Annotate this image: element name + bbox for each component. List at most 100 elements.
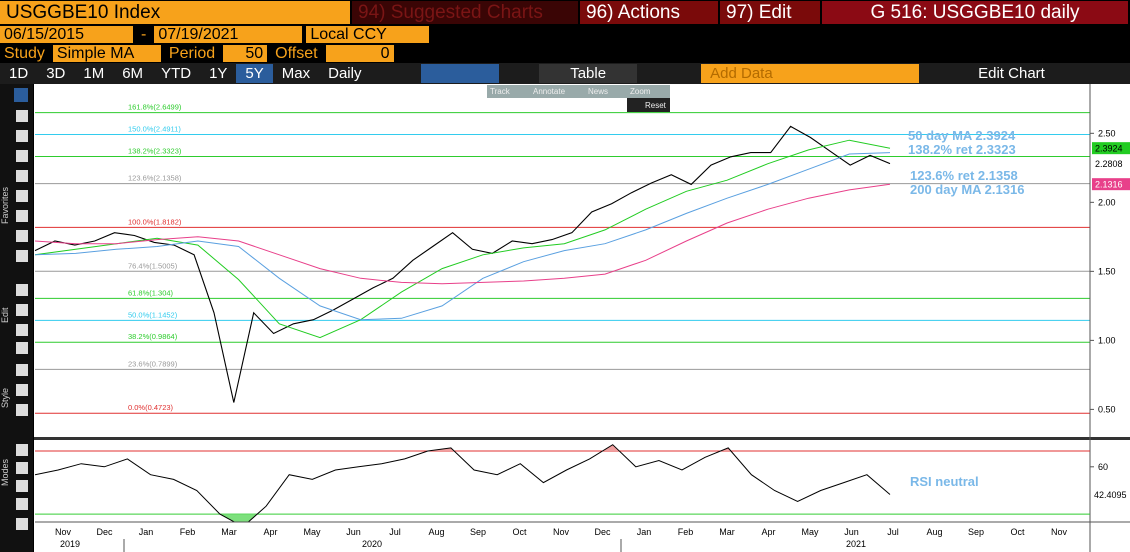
y-tick-label: 60 — [1098, 462, 1108, 472]
year-label: 2021 — [846, 539, 866, 549]
fib-label: 38.2%(0.9864) — [128, 332, 178, 341]
period-button[interactable]: YTD — [161, 65, 192, 82]
value-tag-label: 42.4095 — [1094, 490, 1127, 500]
annotation: 138.2% ret 2.3323 — [908, 142, 1016, 157]
panel-divider — [34, 437, 1130, 440]
series-line — [34, 125, 891, 403]
range-separator: - — [141, 26, 147, 43]
fib-label: 150.0%(2.4911) — [128, 125, 181, 134]
table-button[interactable]: Table — [539, 64, 638, 83]
fib-label: 161.8%(2.6499) — [128, 103, 182, 112]
x-tick-label: Jun — [346, 527, 361, 537]
period-button[interactable]: 6M — [122, 65, 144, 82]
tool-icons — [14, 88, 28, 530]
fib-label: 0.0%(0.4723) — [128, 403, 174, 412]
x-tick-label: Jan — [139, 527, 154, 537]
y-tick-label: 2.50 — [1098, 128, 1116, 138]
y-tick-label: 2.00 — [1098, 197, 1116, 207]
x-tick-label: Dec — [96, 527, 113, 537]
menu-item[interactable]: News — [588, 87, 608, 96]
rsi-zone — [219, 514, 258, 523]
annotation: 123.6% ret 2.1358 — [910, 168, 1018, 183]
menu-item[interactable]: Reset — [645, 101, 667, 110]
series-line — [34, 139, 891, 339]
y-tick-label: 0.50 — [1098, 404, 1116, 414]
rsi-annotation: RSI neutral — [910, 474, 979, 489]
frequency[interactable]: Daily — [328, 65, 362, 82]
x-tick-label: Apr — [761, 527, 775, 537]
add-data[interactable]: Add Data — [701, 64, 920, 83]
fib-label: 76.4%(1.5005) — [128, 261, 178, 270]
x-tick-label: May — [303, 527, 321, 537]
x-tick-label: Aug — [428, 527, 444, 537]
suggested-charts[interactable]: 94) Suggested Charts — [352, 1, 578, 24]
value-tag — [1092, 488, 1130, 501]
value-tag — [1092, 142, 1130, 155]
offset-label: Offset — [275, 45, 318, 62]
x-tick-label: Feb — [180, 527, 196, 537]
period-bar: 1D 3D 1M 6M YTD 1Y 5Y Max Daily Table Add Data Edit… — [0, 63, 1130, 84]
fib-label: 138.2%(2.3323) — [128, 146, 182, 155]
period-button[interactable]: 1D — [9, 65, 29, 82]
year-label: 2020 — [362, 539, 382, 549]
x-tick-label: Nov — [55, 527, 72, 537]
x-tick-label: Feb — [678, 527, 694, 537]
side-label: Edit — [0, 307, 10, 323]
fib-label: 50.0%(1.1452) — [128, 310, 178, 319]
chart: Track Annotate News Zoom Reset 161.8%(2.6499)… — [0, 84, 1130, 552]
value-tag — [1092, 178, 1130, 191]
x-tick-label: Oct — [512, 527, 527, 537]
side-label: Style — [0, 388, 10, 409]
y-tick-label: 1.00 — [1098, 335, 1116, 345]
study-name[interactable]: Simple MA — [52, 45, 161, 62]
value-tag-label: 2.2808 — [1095, 159, 1123, 169]
x-tick-label: Apr — [263, 527, 277, 537]
range-bar: 06/15/2015 - 07/19/2021 Local CCY — [0, 25, 1130, 44]
menu-item[interactable]: Annotate — [533, 87, 566, 96]
rsi-line — [35, 444, 891, 522]
fib-label: 61.8%(1.304) — [128, 288, 174, 297]
year-label: 2019 — [60, 539, 80, 549]
edit-menu[interactable]: 97) Edit — [720, 1, 820, 24]
offset[interactable]: 0 — [325, 45, 394, 62]
x-tick-label: Mar — [719, 527, 735, 537]
x-tick-label: Oct — [1010, 527, 1025, 537]
chart-menu — [487, 85, 670, 112]
period[interactable]: 50 — [223, 45, 268, 62]
start-date[interactable]: 06/15/2015 — [0, 26, 133, 43]
actions-menu[interactable]: 96) Actions — [580, 1, 718, 24]
security[interactable]: USGGBE10 Index — [0, 1, 350, 24]
study-label: Study — [4, 45, 45, 62]
x-tick-label: Jul — [887, 527, 899, 537]
series-line — [34, 152, 891, 321]
period-button[interactable]: Max — [281, 65, 311, 82]
x-tick-label: May — [801, 527, 819, 537]
period-button[interactable]: 1M — [83, 65, 105, 82]
currency[interactable]: Local CCY — [306, 26, 430, 43]
x-tick-label: Dec — [594, 527, 611, 537]
menu-item[interactable]: Track — [490, 87, 511, 96]
x-tick-label: Aug — [926, 527, 942, 537]
period-button[interactable]: 5Y — [236, 64, 273, 83]
period-button[interactable]: 3D — [46, 65, 66, 82]
menu-item[interactable]: Zoom — [630, 87, 651, 96]
edit-chart[interactable]: Edit Chart — [978, 65, 1045, 82]
end-date[interactable]: 07/19/2021 — [154, 26, 303, 43]
period-label: Period — [168, 45, 216, 62]
side-label: Modes — [0, 459, 10, 487]
x-tick-label: Jan — [637, 527, 652, 537]
period-button[interactable]: 1Y — [209, 65, 228, 82]
annotation: 200 day MA 2.1316 — [910, 182, 1024, 197]
page-title: G 516: USGGBE10 daily — [822, 1, 1128, 24]
title-bar: USGGBE10 Index 94) Suggested Charts 96) … — [0, 0, 1130, 25]
chart-type[interactable] — [421, 64, 500, 83]
value-tag-label: 2.1316 — [1095, 180, 1123, 190]
x-tick-label: Nov — [553, 527, 570, 537]
x-tick-label: Jun — [844, 527, 859, 537]
y-tick-label: 1.50 — [1098, 266, 1116, 276]
fib-label: 23.6%(0.7899) — [128, 359, 178, 368]
annotation: 50 day MA 2.3924 — [908, 128, 1016, 143]
x-tick-label: Jul — [389, 527, 401, 537]
study-bar: Study Simple MA Period 50 Offset 0 — [0, 44, 1130, 63]
